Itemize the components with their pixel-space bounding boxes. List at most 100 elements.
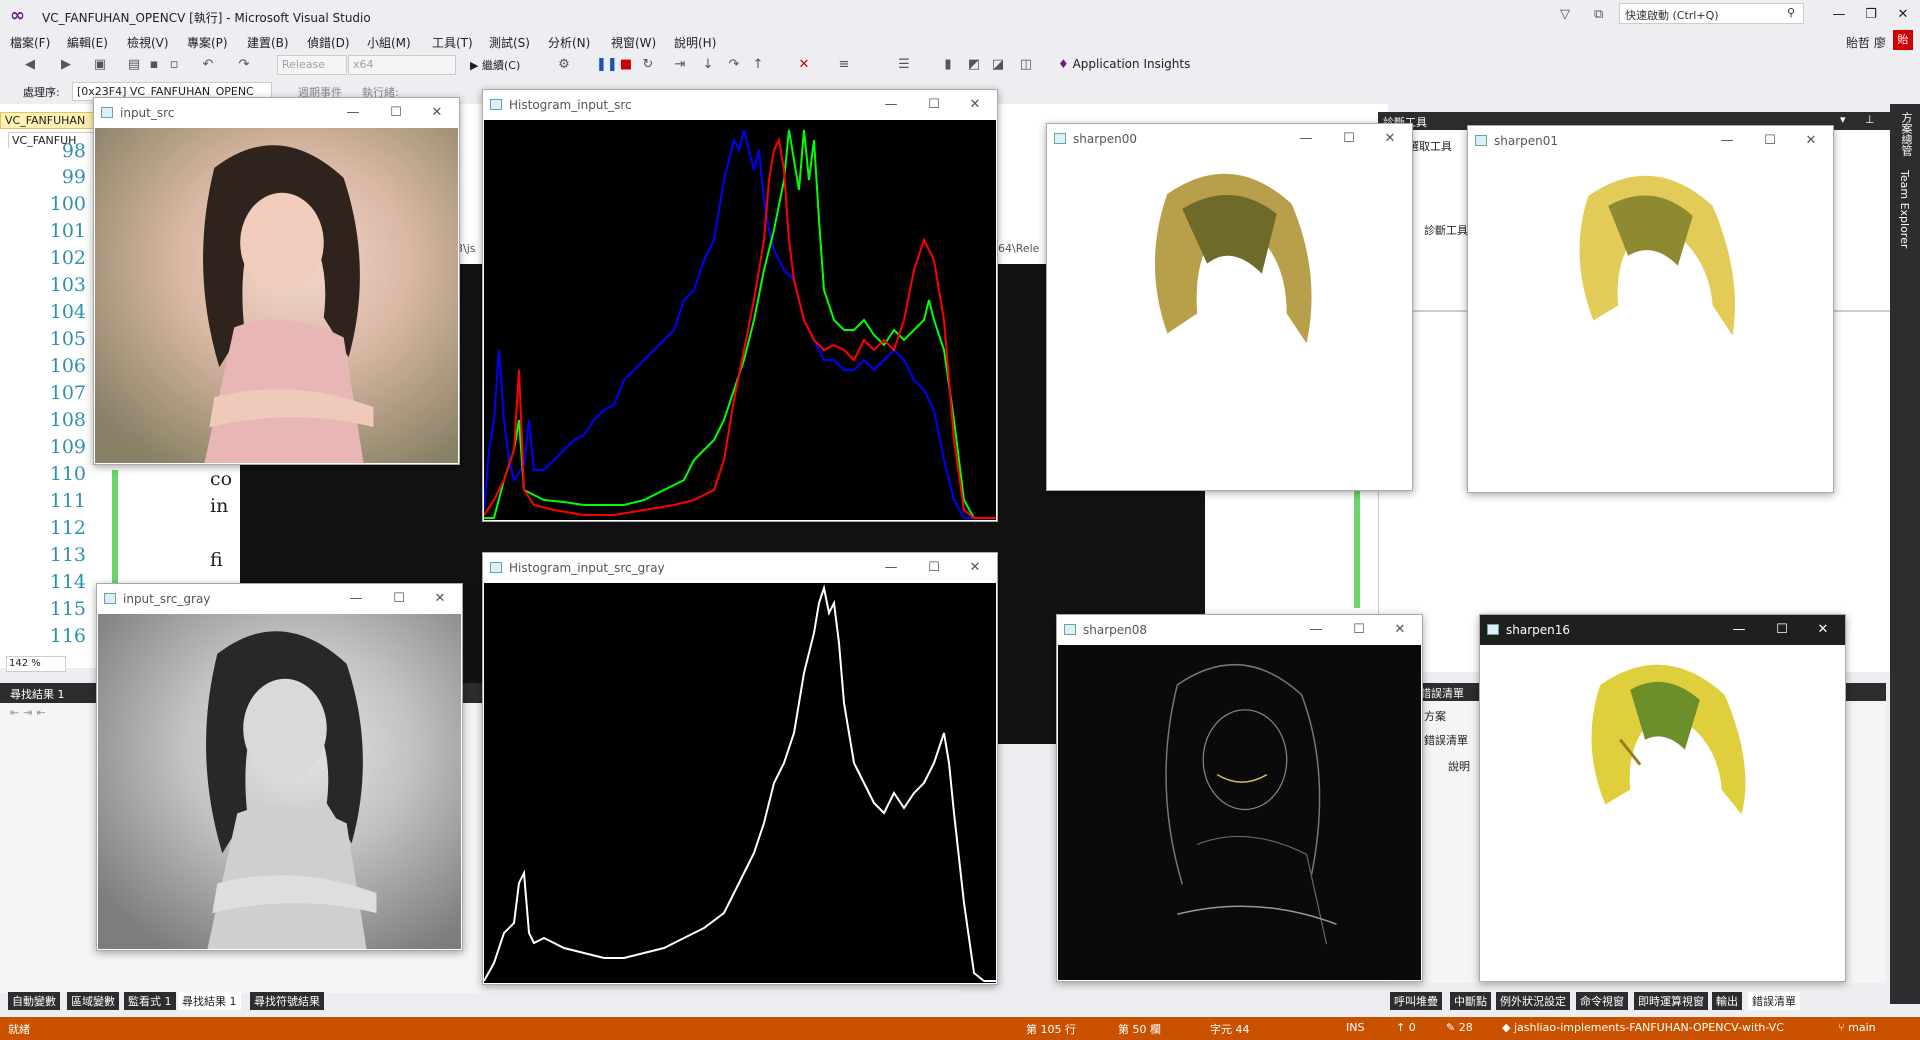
indent-icon[interactable]: ☰: [898, 57, 910, 72]
tab-autos[interactable]: 自動變數: [8, 992, 60, 1010]
cv-window-titlebar[interactable]: input_src — ☐ ✕: [94, 98, 459, 128]
select-tools-button[interactable]: 選取工具: [1408, 140, 1452, 153]
tab-exception-settings[interactable]: 例外狀況設定: [1496, 992, 1570, 1010]
cv-window-titlebar[interactable]: sharpen01 — ☐ ✕: [1468, 126, 1833, 156]
bookmark-icon[interactable]: ▮: [944, 57, 952, 72]
menu-build[interactable]: 建置(B): [247, 36, 289, 50]
menu-help[interactable]: 說明(H): [674, 36, 717, 50]
cv-window-sharpen16[interactable]: sharpen16 — ☐ ✕: [1479, 614, 1846, 982]
menu-file[interactable]: 檔案(F): [10, 36, 51, 50]
tab-find-symbol-results[interactable]: 尋找符號結果: [250, 992, 324, 1010]
cv-window-titlebar[interactable]: input_src_gray — ☐ ✕: [97, 584, 462, 614]
team-explorer-tab[interactable]: Team Explorer: [1898, 170, 1911, 249]
restart-icon[interactable]: ↻: [642, 57, 654, 72]
tab-locals[interactable]: 區域變數: [67, 992, 119, 1010]
solution-explorer-tab[interactable]: 方案總管: [1900, 112, 1913, 156]
close-button[interactable]: ✕: [434, 591, 446, 606]
minimize-button[interactable]: —: [1732, 622, 1746, 637]
pin-icon[interactable]: ▾ ⊥ ✕: [1840, 113, 1912, 126]
error-list-scope[interactable]: 方案: [1424, 710, 1446, 723]
minimize-button[interactable]: —: [884, 97, 898, 112]
menu-edit[interactable]: 編輯(E): [67, 36, 108, 50]
save-icon[interactable]: ▪: [149, 57, 159, 72]
cv-window-histogram-input-src-gray[interactable]: Histogram_input_src_gray — ☐ ✕: [482, 552, 998, 985]
tab-error-list[interactable]: 錯誤清單: [1748, 992, 1800, 1010]
maximize-button[interactable]: ☐: [928, 97, 940, 112]
application-insights-button[interactable]: ♦ Application Insights: [1058, 57, 1190, 71]
tab-output[interactable]: 輸出: [1712, 992, 1742, 1010]
close-button[interactable]: ✕: [431, 105, 443, 120]
user-name[interactable]: 貽哲 廖: [1846, 36, 1886, 50]
filter-icon[interactable]: ▽: [1560, 7, 1570, 22]
cv-window-titlebar[interactable]: Histogram_input_src_gray — ☐ ✕: [483, 553, 997, 583]
close-button[interactable]: ✕: [1384, 131, 1396, 146]
back-icon[interactable]: ◀: [25, 57, 35, 72]
thread-icon[interactable]: ≡: [838, 57, 850, 72]
cv-window-sharpen08[interactable]: sharpen08 — ☐ ✕: [1056, 614, 1423, 982]
menu-debug[interactable]: 偵錯(D): [307, 36, 350, 50]
maximize-button[interactable]: ☐: [393, 591, 405, 606]
maximize-button[interactable]: ☐: [1353, 622, 1365, 637]
error-list-item[interactable]: 錯誤清單: [1424, 734, 1468, 747]
lifecycle-events-combo[interactable]: 週期事件: [298, 86, 342, 99]
cv-window-input-src[interactable]: input_src — ☐ ✕: [93, 97, 460, 465]
solution-platform-combo[interactable]: x64: [348, 55, 456, 75]
status-push[interactable]: ↑ 0: [1396, 1021, 1416, 1034]
minimize-button[interactable]: —: [1720, 133, 1734, 148]
cv-window-sharpen00[interactable]: sharpen00 — ☐ ✕: [1046, 123, 1413, 491]
menu-team[interactable]: 小組(M): [367, 36, 411, 50]
minimize-button[interactable]: —: [349, 591, 363, 606]
maximize-button[interactable]: ☐: [1764, 133, 1776, 148]
show-next-statement-icon[interactable]: ⇥: [674, 57, 686, 72]
maximize-button[interactable]: ☐: [1776, 622, 1788, 637]
status-changes[interactable]: ✎ 28: [1446, 1021, 1473, 1034]
close-button[interactable]: ✕: [969, 97, 981, 112]
process-icon[interactable]: ⚙: [558, 57, 570, 72]
close-button[interactable]: ✕: [969, 560, 981, 575]
status-repository[interactable]: ◆ jashliao-implements-FANFUHAN-OPENCV-wi…: [1502, 1021, 1784, 1034]
close-button[interactable]: ✕: [1805, 133, 1817, 148]
tab-breakpoints[interactable]: 中斷點: [1450, 992, 1491, 1010]
step-out-icon[interactable]: ↑: [752, 57, 764, 72]
save-all-icon[interactable]: ▫: [169, 57, 179, 72]
minimize-button[interactable]: —: [1832, 7, 1846, 22]
avatar[interactable]: 貽: [1893, 30, 1913, 50]
redo-icon[interactable]: ↷: [238, 57, 250, 72]
tab-command-window[interactable]: 命令視窗: [1576, 992, 1628, 1010]
restore-button[interactable]: ❐: [1865, 7, 1877, 22]
minimize-button[interactable]: —: [884, 560, 898, 575]
cv-window-titlebar[interactable]: sharpen16 — ☐ ✕: [1480, 615, 1845, 645]
menu-analyze[interactable]: 分析(N): [548, 36, 591, 50]
bookmark-next-icon[interactable]: ◪: [991, 57, 1005, 72]
feedback-icon[interactable]: ⧉: [1594, 7, 1604, 22]
open-file-icon[interactable]: ▤: [127, 57, 141, 72]
new-project-icon[interactable]: ▣: [93, 57, 107, 72]
menu-tools[interactable]: 工具(T): [432, 36, 473, 50]
tab-watch-1[interactable]: 監看式 1: [124, 992, 176, 1010]
bookmark-clear-icon[interactable]: ◫: [1019, 57, 1033, 72]
breakpoint-icon[interactable]: ✕: [798, 57, 810, 72]
tab-find-results-1[interactable]: 尋找結果 1: [178, 992, 241, 1010]
menu-project[interactable]: 專案(P): [187, 36, 228, 50]
maximize-button[interactable]: ☐: [928, 560, 940, 575]
stop-icon[interactable]: ■: [619, 57, 633, 72]
status-branch[interactable]: ⑂ main: [1838, 1021, 1876, 1034]
menu-view[interactable]: 檢視(V): [127, 36, 169, 50]
tab-call-stack[interactable]: 呼叫堆疊: [1390, 992, 1442, 1010]
menu-window[interactable]: 視窗(W): [611, 36, 657, 50]
quick-launch-input[interactable]: 快速啟動 (Ctrl+Q): [1619, 3, 1804, 24]
cv-window-titlebar[interactable]: Histogram_input_src — ☐ ✕: [483, 90, 997, 120]
continue-button[interactable]: ▶ 繼續(C): [470, 57, 520, 73]
cv-window-titlebar[interactable]: sharpen00 — ☐ ✕: [1047, 124, 1412, 154]
forward-icon[interactable]: ▶: [61, 57, 71, 72]
minimize-button[interactable]: —: [1309, 622, 1323, 637]
menu-test[interactable]: 測試(S): [489, 36, 530, 50]
cv-window-titlebar[interactable]: sharpen08 — ☐ ✕: [1057, 615, 1422, 645]
find-results-toolbar-icons[interactable]: ⇤⇥⇤: [10, 706, 50, 719]
close-button[interactable]: ✕: [1897, 7, 1909, 22]
cv-window-input-src-gray[interactable]: input_src_gray — ☐ ✕: [96, 583, 463, 951]
search-icon[interactable]: ⚲: [1787, 6, 1796, 19]
step-over-icon[interactable]: ↷: [728, 57, 740, 72]
solution-configuration-combo[interactable]: Release: [277, 55, 347, 75]
maximize-button[interactable]: ☐: [1343, 131, 1355, 146]
